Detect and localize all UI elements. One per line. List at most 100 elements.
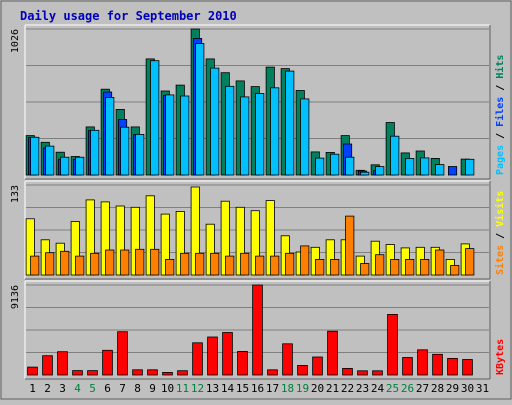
bar-kbytes-day-21 [327, 330, 338, 376]
bar-sites-day-17 [270, 255, 280, 276]
legend-entry: KBytes [495, 339, 506, 375]
legend-entry: Sites [494, 245, 506, 275]
bar-sites-day-10 [165, 258, 175, 276]
bar-sites-day-2 [45, 252, 55, 276]
x-tick-label-day-5: 5 [89, 382, 96, 395]
x-tick-label-day-20: 20 [311, 382, 324, 395]
x-tick-label-day-7: 7 [119, 382, 126, 395]
bar-pages-day-5 [90, 129, 100, 176]
bar-sites-day-21 [330, 258, 340, 276]
panel-legend: Pages / Files / Hits [494, 55, 506, 175]
bar-pages-day-12 [195, 43, 205, 176]
x-tick-label-day-30: 30 [461, 382, 474, 395]
bar-kbytes-day-13 [207, 336, 218, 376]
bar-pages-day-8 [135, 133, 145, 176]
bar-sites-day-26 [405, 258, 415, 276]
legend-entry: Hits [494, 55, 506, 79]
bar-kbytes-day-10 [162, 371, 173, 376]
bar-pages-day-16 [255, 93, 265, 176]
bar-kbytes-day-15 [237, 350, 248, 376]
bar-pages-day-20 [315, 157, 325, 176]
bar-kbytes-day-14 [222, 332, 233, 376]
x-tick-label-day-25: 25 [386, 382, 399, 395]
bar-sites-day-20 [315, 258, 325, 276]
y-max-label: 9136 [10, 285, 21, 309]
legend-entry: Pages [495, 145, 506, 175]
bar-pages-day-9 [150, 60, 160, 176]
x-tick-label-day-24: 24 [371, 382, 385, 395]
chart-title: Daily usage for September 2010 [20, 9, 237, 23]
y-max-label: 1026 [10, 29, 21, 53]
bar-kbytes-day-20 [312, 356, 323, 376]
x-tick-label-day-21: 21 [326, 382, 339, 395]
bar-sites-day-1 [30, 255, 40, 276]
x-tick-label-day-17: 17 [266, 382, 279, 395]
bar-sites-day-22 [345, 215, 355, 276]
legend-entry: / [495, 227, 506, 245]
x-tick-label-day-4: 4 [74, 382, 81, 395]
x-tick-label-day-6: 6 [104, 382, 111, 395]
x-tick-label-day-13: 13 [206, 382, 219, 395]
bar-sites-day-29 [450, 265, 460, 276]
bar-kbytes-day-11 [177, 370, 188, 376]
bar-pages-day-23 [360, 171, 370, 176]
bar-kbytes-day-1 [27, 366, 38, 376]
x-tick-label-day-10: 10 [161, 382, 174, 395]
bar-sites-day-16 [255, 255, 265, 276]
bar-pages-day-1 [30, 136, 40, 176]
bar-kbytes-day-25 [387, 313, 398, 376]
x-tick-label-day-8: 8 [134, 382, 141, 395]
bar-sites-day-18 [285, 252, 295, 276]
x-axis-labels: 1 2 3 4 5 6 7 8 9 10 11 12 13 14 15 16 17 18 19 20 21 22 23 24 2… [29, 382, 489, 395]
bar-sites-day-3 [60, 250, 70, 276]
bar-pages-day-7 [120, 126, 130, 176]
x-tick-label-day-26: 26 [401, 382, 414, 395]
bar-sites-day-13 [210, 252, 220, 276]
x-tick-label-day-3: 3 [59, 382, 66, 395]
x-tick-label-day-18: 18 [281, 382, 294, 395]
bar-pages-day-10 [165, 94, 175, 176]
bar-pages-day-25 [390, 135, 400, 176]
bar-kbytes-day-2 [42, 355, 53, 376]
x-tick-label-day-28: 28 [431, 382, 444, 395]
panel-legend: KBytes [495, 339, 506, 375]
panel-visits-sites: 133 Sites / Visits [10, 180, 506, 280]
bar-pages-day-22 [345, 156, 355, 176]
x-tick-label-day-2: 2 [44, 382, 51, 395]
bar-kbytes-day-8 [132, 369, 143, 376]
bar-kbytes-day-17 [267, 369, 278, 376]
bar-kbytes-day-6 [102, 349, 113, 376]
bar-kbytes-day-16 [252, 284, 263, 376]
bar-pages-day-13 [210, 67, 220, 176]
bar-kbytes-day-18 [282, 343, 293, 376]
bar-pages-day-24 [375, 166, 385, 176]
bar-pages-day-26 [405, 157, 415, 176]
panel-legend: Sites / Visits [494, 191, 506, 275]
x-tick-label-day-27: 27 [416, 382, 429, 395]
bar-kbytes-day-22 [342, 367, 353, 376]
bar-kbytes-day-27 [417, 349, 428, 376]
legend-entry: Files [494, 97, 506, 127]
bar-kbytes-day-4 [72, 370, 83, 376]
bar-pages-day-11 [180, 95, 190, 176]
x-tick-label-day-14: 14 [221, 382, 235, 395]
bar-sites-day-19 [300, 245, 310, 276]
bar-kbytes-day-26 [402, 357, 413, 376]
bar-kbytes-day-3 [57, 351, 68, 376]
x-tick-label-day-15: 15 [236, 382, 249, 395]
bar-kbytes-day-24 [372, 370, 383, 376]
bar-sites-day-6 [105, 249, 115, 276]
x-tick-label-day-9: 9 [149, 382, 156, 395]
bar-kbytes-day-28 [432, 353, 443, 376]
panel-kbytes: 9136 KBytes [10, 280, 506, 380]
bar-sites-day-8 [135, 248, 145, 276]
bar-pages-day-28 [435, 164, 445, 176]
bar-kbytes-day-7 [117, 331, 128, 376]
legend-entry: Visits [494, 191, 506, 227]
x-tick-label-day-23: 23 [356, 382, 369, 395]
x-tick-label-day-19: 19 [296, 382, 309, 395]
bar-kbytes-day-12 [192, 342, 203, 376]
bar-pages-day-18 [285, 70, 295, 176]
